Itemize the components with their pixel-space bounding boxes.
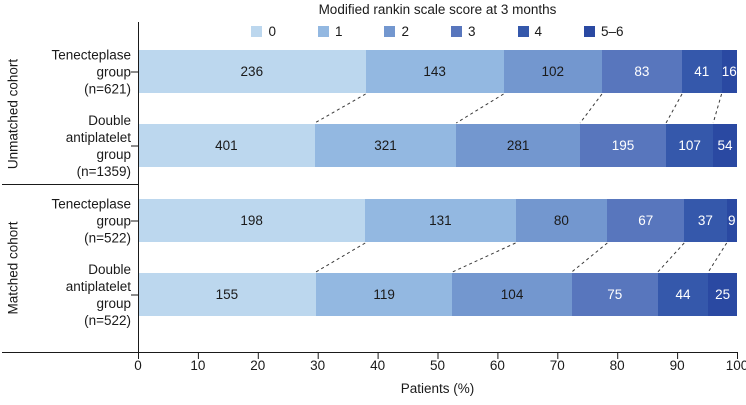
segment-value-label: 198: [240, 213, 263, 228]
segment-value-label: 80: [553, 213, 569, 228]
segment-value-label: 131: [429, 213, 452, 228]
bar-segment-mrs-3: 195: [580, 124, 666, 167]
segment-value-label: 75: [607, 287, 623, 302]
cohort-label-unmatched: Unmatched cohort: [5, 58, 21, 170]
legend-item-0: 0: [251, 24, 276, 39]
bar-segment-mrs-3: 67: [607, 199, 685, 242]
bar-segment-mrs-4: 44: [657, 273, 709, 316]
segment-value-label: 41: [694, 64, 710, 79]
segment-value-label: 155: [215, 287, 239, 302]
legend-swatch-icon: [517, 26, 529, 37]
x-tick-10: 10: [190, 358, 206, 373]
bar-segment-mrs-1: 321: [314, 124, 457, 167]
segment-value-label: 104: [500, 287, 524, 302]
bar-segment-mrs-3: 83: [601, 50, 682, 93]
segment-value-label: 16: [721, 64, 737, 79]
bar-segment-mrs-1: 131: [365, 199, 516, 242]
x-tick-70: 70: [549, 358, 565, 373]
legend-item-2: 2: [384, 24, 409, 39]
row-label-3: Double antiplatelet group (n=522): [65, 261, 131, 328]
x-axis-label: Patients (%): [400, 381, 475, 396]
legend-swatch-icon: [584, 26, 596, 37]
row-label-1: Double antiplatelet group (n=1359): [65, 112, 131, 179]
legend-swatch-icon: [251, 26, 263, 37]
legend-label: 0: [268, 24, 276, 39]
bar-segment-mrs-0: 401: [138, 124, 315, 167]
bar-segment-mrs-2: 80: [515, 199, 608, 242]
segment-value-label: 37: [697, 213, 713, 228]
bar-segment-mrs-0: 155: [138, 273, 316, 316]
segment-value-label: 321: [374, 138, 397, 153]
legend-label: 4: [534, 24, 543, 39]
bar-segment-mrs-0: 236: [138, 50, 366, 93]
legend-swatch-icon: [450, 26, 462, 37]
segment-value-label: 44: [675, 287, 691, 302]
segment-value-label: 143: [423, 64, 446, 79]
bar-row-2: 198 131 80 67 37 9: [138, 199, 737, 242]
segment-value-label: 102: [541, 64, 564, 79]
x-tick-100: 100: [725, 358, 746, 373]
bar-segment-mrs-2: 281: [456, 124, 581, 167]
bar-segment-mrs-4: 37: [684, 199, 727, 242]
x-tick-50: 50: [429, 358, 446, 373]
x-tick-90: 90: [669, 358, 685, 373]
segment-value-label: 9: [728, 213, 736, 228]
bar-segment-mrs-4: 107: [666, 124, 714, 167]
segment-value-label: 236: [240, 64, 264, 79]
legend-label: 2: [401, 24, 409, 39]
bar-segment-mrs-5–6: 25: [708, 273, 737, 316]
x-tick-0: 0: [134, 358, 142, 373]
x-tick-80: 80: [609, 358, 625, 373]
bar-segment-mrs-2: 104: [452, 273, 572, 316]
legend-item-1: 1: [317, 24, 343, 39]
x-tick-40: 40: [370, 358, 386, 373]
legend-swatch-icon: [317, 26, 329, 37]
bar-segment-mrs-1: 143: [365, 50, 504, 93]
chart-title: Modified rankin scale score at 3 months: [318, 2, 557, 17]
cohort-label-matched: Matched cohort: [5, 221, 21, 315]
legend-label: 3: [467, 24, 476, 39]
legend-item-3: 3: [450, 24, 476, 39]
x-tick-60: 60: [489, 358, 505, 373]
bar-segment-mrs-5–6: 16: [721, 50, 737, 93]
row-label-0: Tenecteplase group (n=621): [51, 47, 131, 96]
bar-row-1: 401 321 281 195 107 54: [138, 124, 737, 167]
legend-swatch-icon: [384, 26, 396, 37]
legend-item-5–6: 5–6: [584, 24, 624, 39]
segment-value-label: 107: [678, 138, 701, 153]
segment-value-label: 83: [634, 64, 650, 79]
bar-row-3: 155 119 104 75 44 25: [138, 273, 737, 316]
segment-value-label: 281: [506, 138, 530, 153]
segment-value-label: 119: [373, 287, 395, 302]
row-label-2: Tenecteplase group (n=522): [51, 196, 131, 245]
bar-segment-mrs-1: 119: [315, 273, 453, 316]
bar-segment-mrs-2: 102: [503, 50, 602, 93]
bar-segment-mrs-4: 41: [681, 50, 722, 93]
bar-row-0: 236 143 102 83 41 16: [138, 50, 737, 93]
x-tick-20: 20: [250, 358, 266, 373]
bar-segment-mrs-5–6: 9: [726, 199, 737, 242]
bar-segment-mrs-3: 75: [571, 273, 658, 316]
legend-label: 5–6: [601, 24, 624, 39]
x-tick-30: 30: [310, 358, 326, 373]
segment-value-label: 195: [611, 138, 635, 153]
segment-value-label: 67: [638, 213, 654, 228]
segment-value-label: 401: [215, 138, 238, 153]
legend-label: 1: [334, 24, 343, 39]
segment-value-label: 54: [717, 138, 733, 153]
bar-segment-mrs-0: 198: [138, 199, 366, 242]
legend: 0 1 2 3 4 5–6: [138, 24, 737, 39]
bar-segment-mrs-5–6: 54: [713, 124, 737, 167]
legend-item-4: 4: [517, 24, 543, 39]
segment-value-label: 25: [715, 287, 731, 302]
